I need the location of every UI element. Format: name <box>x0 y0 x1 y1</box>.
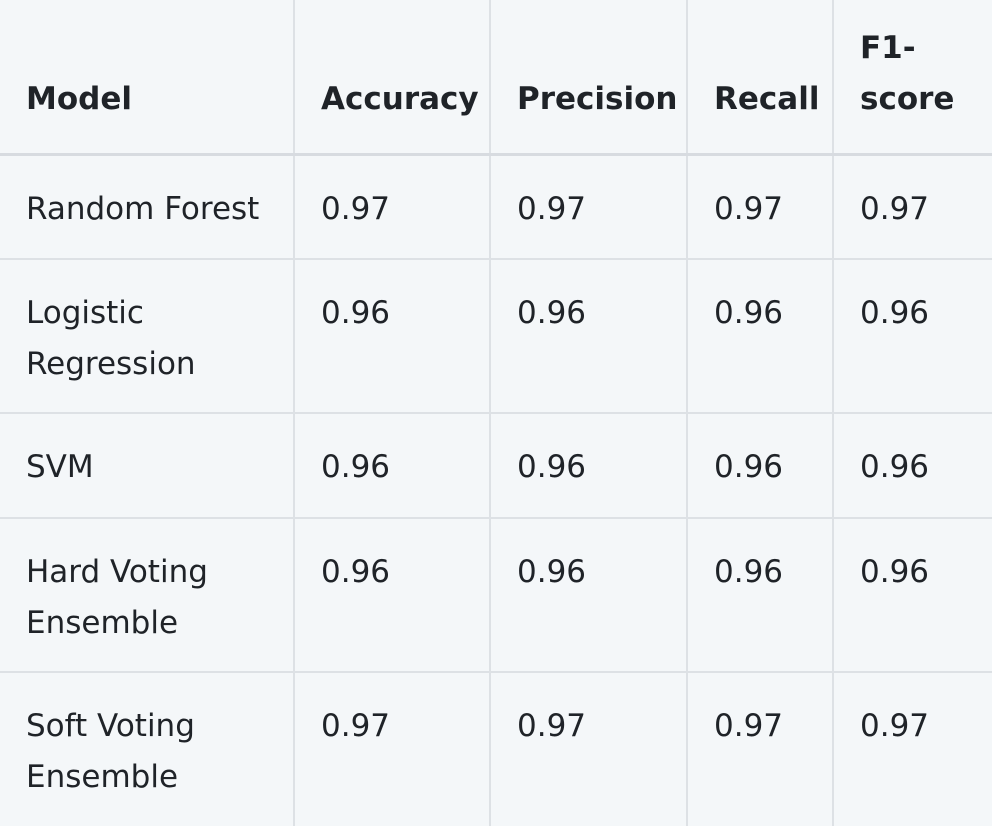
header-precision: Precision <box>489 0 687 156</box>
header-accuracy: Accuracy <box>293 0 490 156</box>
cell-precision: 0.97 <box>489 672 687 826</box>
header-recall: Recall <box>686 0 833 156</box>
cell-model: SVM <box>0 413 294 519</box>
cell-precision: 0.96 <box>489 413 687 519</box>
cell-model: Hard Voting Ensemble <box>0 518 294 673</box>
header-row: Model Accuracy Precision Recall F1-score <box>0 0 992 156</box>
cell-precision: 0.96 <box>489 259 687 414</box>
cell-f1-score: 0.97 <box>832 672 992 826</box>
cell-precision: 0.96 <box>489 518 687 673</box>
cell-recall: 0.97 <box>686 154 833 260</box>
cell-accuracy: 0.97 <box>293 154 490 260</box>
cell-accuracy: 0.96 <box>293 413 490 519</box>
header-f1-score: F1-score <box>832 0 992 156</box>
cell-precision: 0.97 <box>489 154 687 260</box>
cell-accuracy: 0.96 <box>293 259 490 414</box>
header-model: Model <box>0 0 294 156</box>
cell-recall: 0.97 <box>686 672 833 826</box>
cell-accuracy: 0.96 <box>293 518 490 673</box>
table-body: Random Forest 0.97 0.97 0.97 0.97 Logist… <box>0 154 992 826</box>
table-row: Random Forest 0.97 0.97 0.97 0.97 <box>0 154 992 260</box>
cell-model: Logistic Regression <box>0 259 294 414</box>
cell-model: Random Forest <box>0 154 294 260</box>
cell-f1-score: 0.96 <box>832 518 992 673</box>
table-row: SVM 0.96 0.96 0.96 0.96 <box>0 413 992 519</box>
cell-f1-score: 0.96 <box>832 259 992 414</box>
table-row: Soft Voting Ensemble 0.97 0.97 0.97 0.97 <box>0 672 992 826</box>
table-header: Model Accuracy Precision Recall F1-score <box>0 0 992 156</box>
cell-recall: 0.96 <box>686 413 833 519</box>
cell-recall: 0.96 <box>686 259 833 414</box>
table-row: Logistic Regression 0.96 0.96 0.96 0.96 <box>0 259 992 414</box>
cell-model: Soft Voting Ensemble <box>26 708 195 795</box>
table-row: Hard Voting Ensemble 0.96 0.96 0.96 0.96 <box>0 518 992 673</box>
cell-f1-score: 0.97 <box>832 154 992 260</box>
cell-f1-score: 0.96 <box>832 413 992 519</box>
cell-accuracy: 0.97 <box>293 672 490 826</box>
cell-recall: 0.96 <box>686 518 833 673</box>
